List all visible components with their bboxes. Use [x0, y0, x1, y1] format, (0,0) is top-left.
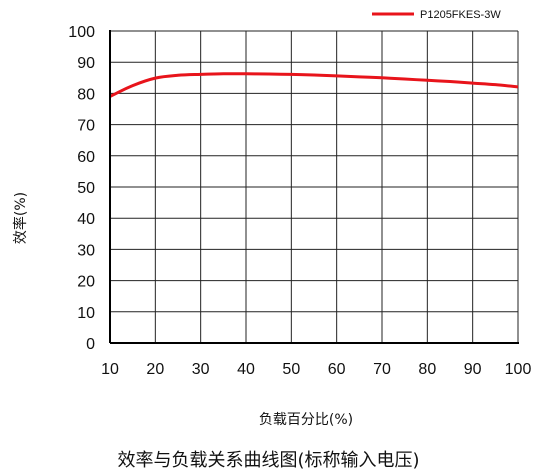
y-tick-label: 60 [77, 149, 95, 166]
legend-label: P1205FKES-3W [420, 9, 501, 21]
x-tick-label: 50 [282, 361, 300, 378]
x-tick-label: 60 [328, 361, 346, 378]
x-axis-label: 负载百分比(%) [259, 412, 353, 428]
series-layer [109, 72, 519, 98]
y-tick-label: 70 [77, 118, 95, 135]
x-tick-label: 80 [418, 361, 436, 378]
x-tick-label: 40 [237, 361, 255, 378]
x-tick-label: 100 [505, 361, 532, 378]
x-tick-label: 30 [192, 361, 210, 378]
y-tick-label: 90 [77, 55, 95, 72]
y-tick-label: 50 [77, 180, 95, 197]
axes [109, 30, 519, 344]
y-tick-label: 40 [77, 211, 95, 228]
y-tick-label: 0 [86, 336, 95, 353]
x-tick-label: 70 [373, 361, 391, 378]
legend: P1205FKES-3W [372, 9, 501, 21]
series-line [109, 72, 519, 98]
x-tick-label: 90 [464, 361, 482, 378]
grid-lines [110, 30, 519, 343]
x-tick-labels: 10 20 30 40 50 60 70 80 90 100 [101, 361, 531, 378]
x-tick-label: 20 [146, 361, 164, 378]
y-tick-labels: 0 10 20 30 40 50 60 70 80 90 100 [68, 24, 95, 353]
y-tick-label: 20 [77, 274, 95, 291]
y-axis-label: 效率(%) [12, 192, 29, 244]
y-tick-label: 80 [77, 86, 95, 103]
x-tick-label: 10 [101, 361, 119, 378]
y-tick-label: 10 [77, 305, 95, 322]
y-tick-label: 100 [68, 24, 95, 41]
y-tick-label: 30 [77, 242, 95, 259]
chart-title: 效率与负载关系曲线图(标称输入电压) [117, 450, 420, 471]
